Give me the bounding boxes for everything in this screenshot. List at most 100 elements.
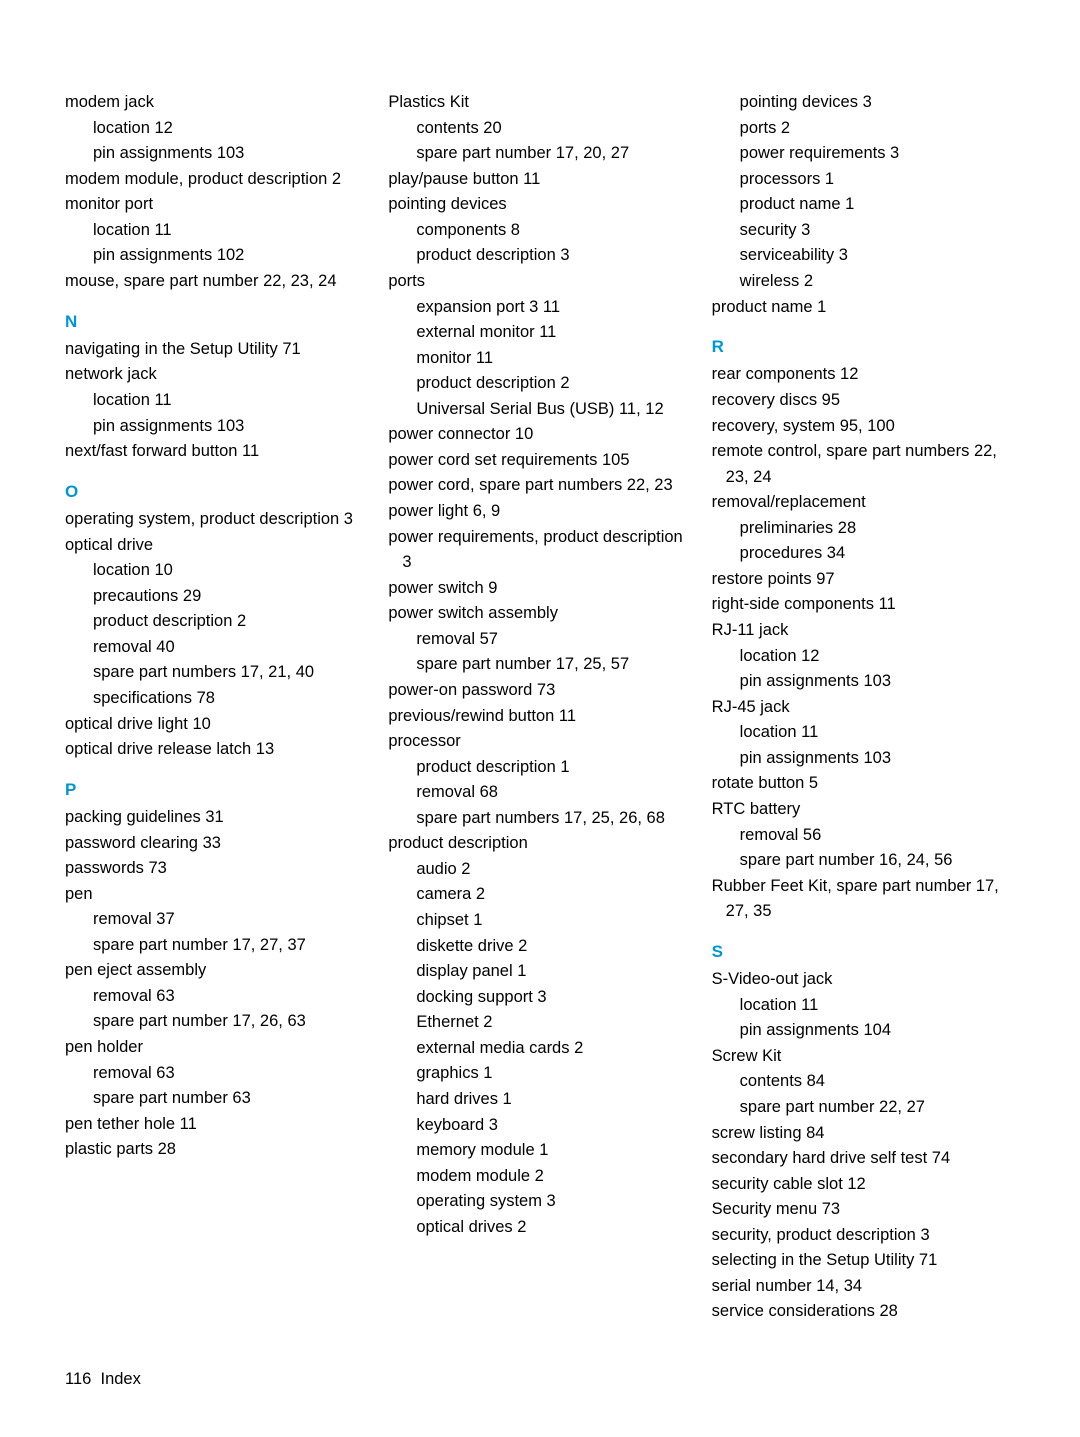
index-entry: password clearing 33 (65, 831, 368, 857)
index-entry: pen tether hole 11 (65, 1112, 368, 1138)
index-subentry: chipset 1 (416, 908, 691, 934)
index-entry: power cord set requirements 105 (388, 448, 691, 474)
index-entry: screw listing 84 (712, 1121, 1015, 1147)
index-entry: Screw Kit (712, 1044, 1015, 1070)
index-column-1: modem jacklocation 12pin assignments 103… (65, 90, 368, 1325)
index-entry: ports (388, 269, 691, 295)
index-entry: secondary hard drive self test 74 (712, 1146, 1015, 1172)
index-entry: power-on password 73 (388, 678, 691, 704)
index-subentry: serviceability 3 (740, 243, 1015, 269)
index-entry: previous/rewind button 11 (388, 704, 691, 730)
index-entry: play/pause button 11 (388, 167, 691, 193)
index-entry: recovery, system 95, 100 (712, 414, 1015, 440)
index-entry: power connector 10 (388, 422, 691, 448)
index-entry: Rubber Feet Kit, spare part number 17, 2… (712, 874, 1015, 925)
index-entry: product description (388, 831, 691, 857)
index-subentry: removal 40 (93, 635, 368, 661)
index-subentry: display panel 1 (416, 959, 691, 985)
index-subentry: spare part number 22, 27 (740, 1095, 1015, 1121)
index-entry: pen holder (65, 1035, 368, 1061)
index-subentry: ports 2 (740, 116, 1015, 142)
index-entry: rear components 12 (712, 362, 1015, 388)
index-entry: remote control, spare part numbers 22, 2… (712, 439, 1015, 490)
index-subentry: camera 2 (416, 882, 691, 908)
index-entry: pointing devices (388, 192, 691, 218)
index-subentry: security 3 (740, 218, 1015, 244)
index-entry: modem module, product description 2 (65, 167, 368, 193)
index-subentry: expansion port 3 11 (416, 295, 691, 321)
index-subentry: removal 37 (93, 907, 368, 933)
index-subentry: spare part number 17, 27, 37 (93, 933, 368, 959)
index-subentry: procedures 34 (740, 541, 1015, 567)
index-subentry: removal 57 (416, 627, 691, 653)
index-subentry: location 12 (93, 116, 368, 142)
index-section-letter: O (65, 479, 368, 505)
index-column-2: Plastics Kitcontents 20 spare part number… (388, 90, 691, 1325)
index-subentry: spare part numbers 17, 21, 40 (93, 660, 368, 686)
index-entry: navigating in the Setup Utility 71 (65, 337, 368, 363)
index-section-letter: N (65, 309, 368, 335)
index-subentry: location 11 (93, 218, 368, 244)
index-subentry: product description 3 (416, 243, 691, 269)
index-entry: optical drive light 10 (65, 712, 368, 738)
index-columns: modem jacklocation 12pin assignments 103… (65, 90, 1015, 1325)
index-section-letter: S (712, 939, 1015, 965)
index-subentry: pin assignments 103 (740, 746, 1015, 772)
index-entry: recovery discs 95 (712, 388, 1015, 414)
index-subentry: specifications 78 (93, 686, 368, 712)
index-entry: power requirements, product description … (388, 525, 691, 576)
index-subentry: monitor 11 (416, 346, 691, 372)
index-section-letter: P (65, 777, 368, 803)
index-entry: plastic parts 28 (65, 1137, 368, 1163)
index-subentry: location 10 (93, 558, 368, 584)
index-subentry: keyboard 3 (416, 1113, 691, 1139)
index-subentry: product description 2 (416, 371, 691, 397)
index-entry: rotate button 5 (712, 771, 1015, 797)
index-subentry: spare part number 17, 25, 57 (416, 652, 691, 678)
index-entry: right-side components 11 (712, 592, 1015, 618)
index-entry: processor (388, 729, 691, 755)
index-entry: next/fast forward button 11 (65, 439, 368, 465)
index-entry: network jack (65, 362, 368, 388)
index-entry: RTC battery (712, 797, 1015, 823)
index-entry: power cord, spare part numbers 22, 23 (388, 473, 691, 499)
index-subentry: spare part number 16, 24, 56 (740, 848, 1015, 874)
index-page: modem jacklocation 12pin assignments 103… (0, 0, 1080, 1429)
index-entry: RJ-11 jack (712, 618, 1015, 644)
index-subentry: pin assignments 103 (93, 414, 368, 440)
index-subentry: pin assignments 103 (93, 141, 368, 167)
index-subentry: audio 2 (416, 857, 691, 883)
page-footer: 116 Index (65, 1370, 1015, 1389)
index-subentry: location 11 (740, 720, 1015, 746)
index-subentry: contents 20 (416, 116, 691, 142)
index-entry: serial number 14, 34 (712, 1274, 1015, 1300)
index-entry: restore points 97 (712, 567, 1015, 593)
index-entry: product name 1 (712, 295, 1015, 321)
index-subentry: external monitor 11 (416, 320, 691, 346)
index-entry: optical drive (65, 533, 368, 559)
index-subentry: product name 1 (740, 192, 1015, 218)
index-subentry: pin assignments 104 (740, 1018, 1015, 1044)
index-entry: power switch assembly (388, 601, 691, 627)
index-subentry: spare part numbers 17, 25, 26, 68 (416, 806, 691, 832)
index-entry: monitor port (65, 192, 368, 218)
index-subentry: hard drives 1 (416, 1087, 691, 1113)
index-subentry: modem module 2 (416, 1164, 691, 1190)
index-entry: passwords 73 (65, 856, 368, 882)
index-entry: mouse, spare part number 22, 23, 24 (65, 269, 368, 295)
index-subentry: product description 2 (93, 609, 368, 635)
index-subentry: diskette drive 2 (416, 934, 691, 960)
index-entry: modem jack (65, 90, 368, 116)
index-entry: pen eject assembly (65, 958, 368, 984)
index-entry: selecting in the Setup Utility 71 (712, 1248, 1015, 1274)
index-entry: S-Video-out jack (712, 967, 1015, 993)
index-entry: security cable slot 12 (712, 1172, 1015, 1198)
index-subentry: spare part number 63 (93, 1086, 368, 1112)
index-subentry: removal 63 (93, 1061, 368, 1087)
index-entry: packing guidelines 31 (65, 805, 368, 831)
index-entry: Plastics Kit (388, 90, 691, 116)
index-entry: power switch 9 (388, 576, 691, 602)
index-subentry: location 12 (740, 644, 1015, 670)
index-subentry: spare part number 17, 26, 63 (93, 1009, 368, 1035)
index-subentry: preliminaries 28 (740, 516, 1015, 542)
